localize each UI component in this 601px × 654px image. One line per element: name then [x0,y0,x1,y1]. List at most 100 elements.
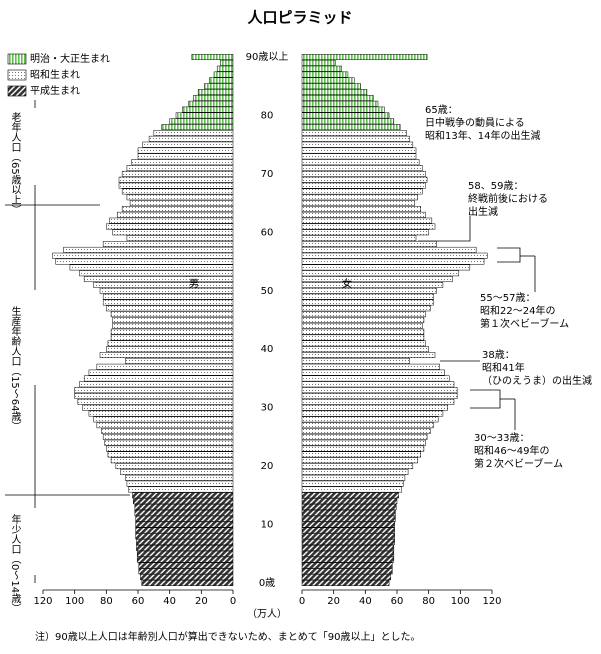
bar [175,112,234,119]
bar [110,311,234,318]
bar [301,235,417,242]
annotation: 昭和41年 [482,361,525,374]
bar [128,486,234,493]
legend-label: 昭和生まれ [30,68,80,81]
bar [301,317,425,323]
bar [188,100,234,107]
bar [136,550,234,557]
bar [301,112,390,119]
bar [301,334,425,341]
bar [106,305,234,312]
bar [79,270,234,277]
bar [109,217,234,224]
bar [301,311,426,318]
bar [301,100,379,107]
bar [301,340,426,347]
bar [107,451,234,458]
bar [148,135,234,142]
bar [121,206,234,212]
bar [83,375,234,382]
bar [301,492,399,499]
bar [77,398,234,405]
bar [193,94,234,101]
bar [301,445,425,452]
bar [88,410,234,417]
legend-swatch [7,53,27,65]
bar [301,521,395,528]
bar [135,527,234,534]
bar [301,135,410,142]
age-label: 60 [261,227,274,238]
bar [74,393,234,399]
legend-label: 平成生まれ [30,84,80,97]
bar [301,527,395,534]
bar [136,556,234,563]
bar [161,124,234,131]
bar [301,276,453,283]
bar [301,387,458,394]
bar [99,287,234,294]
x-tick-label: 80 [422,596,435,607]
annotation: 昭和13年、14年の出生減 [425,129,540,142]
age-label: 10 [261,520,274,531]
bar [301,328,425,335]
x-tick-label: 120 [33,596,52,607]
bar [121,188,234,195]
x-tick-label: 80 [100,596,113,607]
bar [126,480,234,487]
bar [301,515,396,522]
bar [117,211,234,218]
bar [301,71,349,78]
bar [301,293,434,300]
bar [301,369,445,376]
bar [135,521,234,528]
bar [102,433,234,440]
bar [301,65,342,72]
bar [301,504,397,510]
bar [126,165,234,171]
bar [134,509,234,516]
bar [301,404,448,411]
bar [102,293,234,300]
bar [301,457,418,464]
bar [197,89,234,96]
bar [301,568,393,575]
bar [301,422,434,429]
bar [82,404,234,411]
bar [129,200,234,207]
chart-title: 人口ピラミッド [247,9,352,27]
bar [301,124,401,131]
bar [125,357,234,364]
age-label: 20 [261,461,274,472]
annotation: （ひのえうま）の出生減 [482,374,592,387]
bar [55,258,234,265]
x-tick-label: 20 [327,596,340,607]
x-tick-label: 40 [359,596,372,607]
bar [301,322,423,329]
x-tick-label: 60 [132,596,145,607]
x-tick-label: 100 [65,596,84,607]
bar [301,281,444,288]
male-label: 男 [189,278,199,290]
annotation: 終戦前後における [468,192,548,205]
bar [169,118,234,125]
bar [140,574,234,581]
bar [133,498,234,505]
bar [301,451,421,458]
bar [301,533,395,540]
annotation: 第１次ベビーブーム [480,317,569,330]
bar [104,439,234,446]
bar [125,474,234,481]
bar [301,580,390,586]
bar [301,398,455,405]
bar [106,445,234,452]
bar [301,562,393,569]
bar [213,71,234,78]
bar [88,369,234,376]
bar [301,246,477,253]
bar [301,416,439,423]
bar [301,141,414,148]
bar [301,270,459,277]
bar [79,381,234,388]
